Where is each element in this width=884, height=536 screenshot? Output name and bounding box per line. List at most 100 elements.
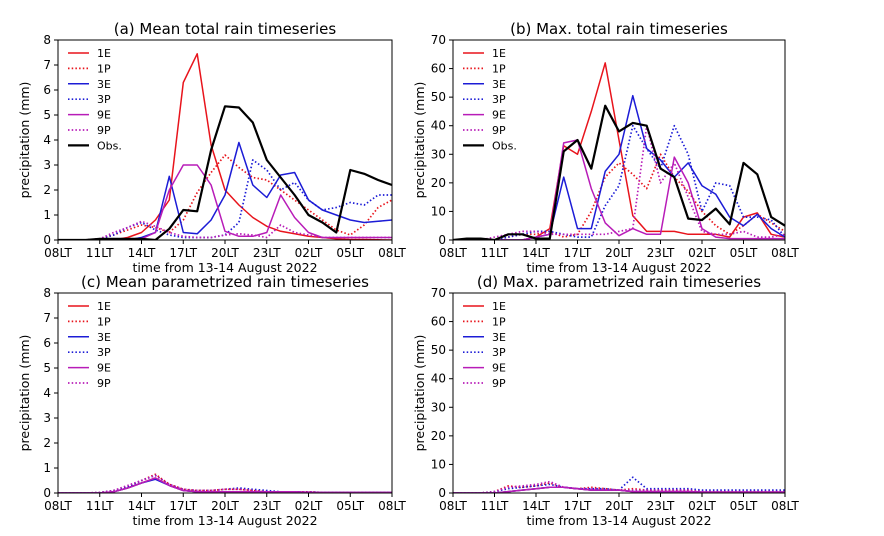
chart-panel-b: (b) Max. total rain timeseries 0 10 20 30 40 5… (412, 20, 799, 275)
x-tick-label: 23LT (647, 246, 675, 260)
series-line-1p (453, 482, 785, 493)
y-tick-label: 0 (438, 233, 446, 247)
x-tick-label: 20LT (211, 246, 239, 260)
legend-label: 3P (492, 93, 506, 106)
y-tick-label: 3 (43, 411, 51, 425)
series-line-3p (453, 124, 785, 240)
y-tick-label: 7 (43, 58, 51, 72)
x-tick-label: 02LT (688, 246, 716, 260)
x-tick-label: 08LT (44, 246, 72, 260)
legend-label: 9E (97, 109, 111, 122)
series-line-3e (58, 478, 392, 493)
y-axis-label: precipitation (mm) (17, 82, 32, 199)
y-tick-label: 1 (43, 461, 51, 475)
chart-panel-d: (d) Max. parametrized rain timeseries 0 10… (412, 273, 799, 528)
legend-label: 1E (97, 47, 111, 60)
x-tick-label: 11LT (86, 246, 114, 260)
series-group (58, 53, 392, 240)
y-axis-label: precipitation (mm) (412, 335, 427, 452)
legend-label: 3P (492, 346, 506, 359)
legend: 1E 1P 3E 3P 9E 9P (463, 300, 506, 390)
series-group (58, 473, 392, 493)
legend-label: Obs. (492, 139, 517, 152)
y-tick-label: 20 (431, 176, 446, 190)
legend-label: 3E (492, 78, 506, 91)
legend: 1E 1P 3E 3P 9E 9P Obs. (463, 47, 517, 152)
series-line-9p (58, 474, 392, 493)
x-tick-label: 08LT (771, 246, 799, 260)
series-line-9e (453, 139, 785, 240)
y-tick-label: 50 (431, 90, 446, 104)
y-tick-label: 5 (43, 108, 51, 122)
legend-label: 9P (492, 124, 506, 137)
y-tick-label: 60 (431, 315, 446, 329)
legend-label: 1P (97, 62, 111, 75)
y-tick-label: 70 (431, 33, 446, 47)
series-line-3p (58, 159, 392, 240)
legend-label: 3E (97, 331, 111, 344)
x-tick-label: 08LT (439, 246, 467, 260)
x-tick-label: 08LT (378, 499, 406, 513)
x-tick-label: 02LT (295, 499, 323, 513)
series-line-obs (453, 104, 785, 240)
x-tick-label: 05LT (336, 246, 364, 260)
y-tick-label: 50 (431, 343, 446, 357)
series-line-9e (58, 477, 392, 493)
legend: 1E 1P 3E 3P 9E 9P Obs. (68, 47, 122, 152)
legend-label: 9E (97, 362, 111, 375)
x-tick-label: 20LT (605, 499, 633, 513)
y-tick-label: 2 (43, 183, 51, 197)
y-tick-label: 60 (431, 62, 446, 76)
chart-title: (b) Max. total rain timeseries (510, 20, 728, 38)
chart-title: (c) Mean parametrized rain timeseries (81, 273, 369, 291)
x-tick-label: 14LT (522, 499, 550, 513)
legend-label: 9E (492, 109, 506, 122)
x-tick-label: 08LT (44, 499, 72, 513)
y-tick-label: 8 (43, 33, 51, 47)
x-tick-label: 17LT (169, 246, 197, 260)
legend-label: 1P (492, 315, 506, 328)
series-group (453, 476, 785, 493)
chart-title: (d) Max. parametrized rain timeseries (477, 273, 761, 291)
y-tick-label: 40 (431, 372, 446, 386)
y-tick-label: 20 (431, 429, 446, 443)
x-tick-label: 23LT (253, 246, 281, 260)
legend-label: 9P (97, 377, 111, 390)
series-line-1e (58, 53, 392, 240)
series-line-obs (58, 105, 392, 240)
legend-label: 3E (492, 331, 506, 344)
series-line-1p (58, 154, 392, 240)
y-tick-label: 70 (431, 286, 446, 300)
y-tick-label: 6 (43, 336, 51, 350)
x-tick-label: 14LT (522, 246, 550, 260)
legend-label: 1E (97, 300, 111, 313)
y-tick-label: 10 (431, 457, 446, 471)
series-line-1e (58, 477, 392, 493)
x-tick-label: 23LT (253, 499, 281, 513)
legend-label: 1P (492, 62, 506, 75)
x-tick-label: 05LT (336, 499, 364, 513)
y-axis-label: precipitation (mm) (412, 82, 427, 199)
y-tick-label: 0 (438, 486, 446, 500)
series-line-3e (58, 141, 392, 240)
y-tick-label: 40 (431, 119, 446, 133)
legend-label: 9E (492, 362, 506, 375)
x-axis-label: time from 13-14 August 2022 (526, 260, 711, 275)
x-axis-label: time from 13-14 August 2022 (526, 513, 711, 528)
y-tick-label: 30 (431, 400, 446, 414)
y-tick-label: 7 (43, 311, 51, 325)
series-line-1e (453, 62, 785, 240)
series-line-1p (58, 473, 392, 493)
x-tick-label: 17LT (564, 246, 592, 260)
legend-label: 3P (97, 93, 111, 106)
y-tick-label: 1 (43, 208, 51, 222)
legend: 1E 1P 3E 3P 9E 9P (68, 300, 111, 390)
chart-panel-c: (c) Mean parametrized rain timeseries 0 1 2… (17, 273, 406, 528)
y-tick-label: 0 (43, 486, 51, 500)
x-tick-label: 11LT (86, 499, 114, 513)
series-line-9p (58, 220, 392, 240)
x-tick-label: 14LT (128, 499, 156, 513)
y-tick-label: 3 (43, 158, 51, 172)
x-axis-label: time from 13-14 August 2022 (132, 513, 317, 528)
